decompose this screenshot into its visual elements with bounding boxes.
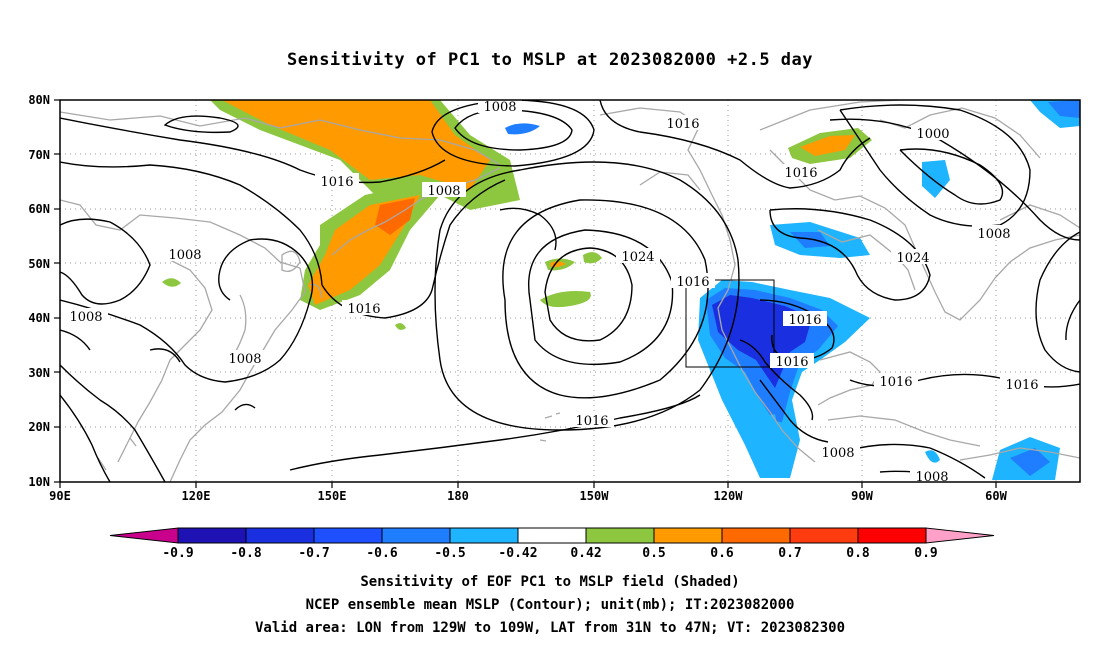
svg-text:1008: 1008 bbox=[427, 184, 460, 199]
contour-label: 1024 bbox=[891, 249, 935, 266]
colorbar-label: -0.42 bbox=[498, 546, 537, 561]
contour-label: 1000 bbox=[911, 125, 955, 142]
lon-label: 90E bbox=[49, 489, 71, 503]
lon-label: 120W bbox=[714, 489, 744, 503]
contour-label-group: 1008 1016 1000 1008 1016 1008 1008 1024 … bbox=[64, 100, 1044, 485]
shade-caribbean-light bbox=[925, 450, 940, 463]
longitude-labels: 90E 120E 150E 180 150W 120W 90W 60W bbox=[49, 489, 1007, 503]
contour-label: 1016 bbox=[874, 373, 918, 390]
contour-label: 1008 bbox=[972, 225, 1016, 242]
lat-label: 10N bbox=[28, 475, 50, 489]
contour-label: 1016 bbox=[315, 173, 359, 190]
colorbar-label: -0.5 bbox=[434, 546, 465, 561]
svg-text:1016: 1016 bbox=[1005, 378, 1038, 393]
colorbar-label: -0.7 bbox=[298, 546, 329, 561]
svg-text:1024: 1024 bbox=[896, 251, 929, 266]
shade-canada-medium bbox=[790, 232, 830, 248]
contour-label: 1016 bbox=[770, 353, 814, 370]
svg-text:1016: 1016 bbox=[320, 175, 353, 190]
svg-text:1008: 1008 bbox=[915, 470, 948, 485]
svg-text:1008: 1008 bbox=[821, 446, 854, 461]
lon-label: 90W bbox=[851, 489, 873, 503]
caption-line-1: Sensitivity of EOF PC1 to MSLP field (Sh… bbox=[360, 574, 740, 590]
colorbar-label: 0.9 bbox=[914, 546, 937, 561]
coastlines bbox=[60, 100, 1080, 482]
shade-atlantic-medium bbox=[1010, 448, 1050, 476]
contour-label: 1016 bbox=[783, 311, 827, 328]
shade-green-small-2 bbox=[162, 278, 181, 287]
contour-label: 1008 bbox=[64, 308, 108, 325]
axis-ticks bbox=[54, 99, 997, 488]
contour-label: 1016 bbox=[671, 273, 715, 290]
shade-hudson-light bbox=[922, 160, 950, 198]
svg-text:1016: 1016 bbox=[879, 375, 912, 390]
lat-label: 50N bbox=[28, 257, 50, 271]
sensitivity-map: 1008 1016 1000 1008 1016 1008 1008 1024 … bbox=[28, 93, 1081, 503]
contour-label: 1024 bbox=[616, 248, 660, 265]
svg-text:1024: 1024 bbox=[621, 250, 654, 265]
shade-pacific-green-3 bbox=[583, 252, 602, 264]
lat-label: 70N bbox=[28, 148, 50, 162]
valid-area-box bbox=[685, 279, 775, 368]
colorbar-label: 0.42 bbox=[570, 546, 601, 561]
shade-arctic-orange bbox=[222, 100, 490, 190]
colorbar-label: 0.5 bbox=[642, 546, 665, 561]
contour-label: 1016 bbox=[570, 412, 614, 429]
contour-label: 1016 bbox=[661, 115, 705, 132]
svg-text:1016: 1016 bbox=[347, 302, 380, 317]
lat-label: 20N bbox=[28, 420, 50, 434]
contour-label: 1016 bbox=[342, 300, 386, 317]
colorbar-label: 0.8 bbox=[846, 546, 870, 561]
contour-label: 1008 bbox=[816, 444, 860, 461]
svg-text:1016: 1016 bbox=[676, 275, 709, 290]
lon-label: 120E bbox=[182, 489, 211, 503]
lat-label: 30N bbox=[28, 366, 50, 380]
lat-label: 80N bbox=[28, 93, 50, 107]
svg-text:1016: 1016 bbox=[784, 166, 817, 181]
svg-text:1016: 1016 bbox=[575, 414, 608, 429]
caption-line-2: NCEP ensemble mean MSLP (Contour); unit(… bbox=[305, 597, 795, 613]
contour-label: 1008 bbox=[163, 246, 207, 263]
lat-label: 40N bbox=[28, 311, 50, 325]
svg-text:1016: 1016 bbox=[666, 117, 699, 132]
mslp-contours bbox=[60, 100, 1080, 482]
lon-label: 150W bbox=[580, 489, 610, 503]
colorbar-labels: -0.9 -0.8 -0.7 -0.6 -0.5 -0.42 0.42 0.5 … bbox=[162, 546, 937, 561]
svg-text:1008: 1008 bbox=[69, 310, 102, 325]
plot-frame bbox=[59, 99, 1081, 483]
latitude-labels: 80N 70N 60N 50N 40N 30N 20N 10N bbox=[28, 93, 50, 489]
shade-greenland-orange bbox=[800, 135, 855, 156]
colorbar-label: -0.8 bbox=[230, 546, 261, 561]
shade-ne-corner-medium bbox=[1048, 100, 1080, 118]
colorbar-label: 0.6 bbox=[710, 546, 734, 561]
contour-label: 1008 bbox=[910, 468, 954, 485]
lon-label: 60W bbox=[985, 489, 1007, 503]
svg-text:1016: 1016 bbox=[788, 313, 821, 328]
shade-green-small-1 bbox=[395, 323, 406, 330]
svg-text:1008: 1008 bbox=[977, 227, 1010, 242]
svg-text:1016: 1016 bbox=[775, 355, 808, 370]
lat-label: 60N bbox=[28, 202, 50, 216]
map-title: Sensitivity of PC1 to MSLP at 2023082000… bbox=[286, 50, 813, 70]
svg-text:1000: 1000 bbox=[916, 127, 949, 142]
colorbar-label: -0.6 bbox=[366, 546, 397, 561]
colorbar-label: 0.7 bbox=[778, 546, 801, 561]
contour-label: 1016 bbox=[1000, 376, 1044, 393]
contour-label: 1008 bbox=[422, 182, 466, 199]
contour-label: 1008 bbox=[478, 100, 522, 115]
caption-line-3: Valid area: LON from 129W to 109W, LAT f… bbox=[254, 620, 845, 636]
svg-text:1008: 1008 bbox=[483, 100, 516, 115]
lon-label: 180 bbox=[447, 489, 469, 503]
lon-label: 150E bbox=[318, 489, 347, 503]
svg-text:1008: 1008 bbox=[228, 352, 261, 367]
contour-label: 1008 bbox=[223, 350, 267, 367]
contour-label: 1016 bbox=[779, 164, 823, 181]
shade-arctic-blue bbox=[505, 123, 540, 135]
colorbar-label: -0.9 bbox=[162, 546, 193, 561]
shade-pacific-green-1 bbox=[540, 291, 591, 308]
svg-text:1008: 1008 bbox=[168, 248, 201, 263]
